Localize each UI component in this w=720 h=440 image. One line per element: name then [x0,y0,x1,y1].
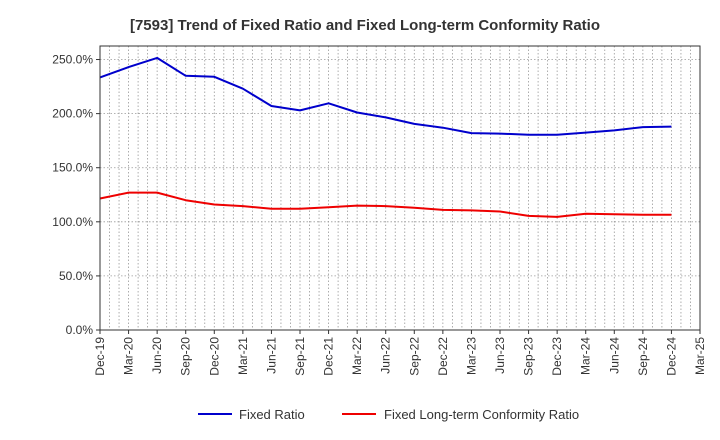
y-tick-label: 250.0% [52,53,93,67]
x-tick-label: Mar-23 [464,337,478,375]
y-tick-label: 100.0% [52,215,93,229]
y-tick-label: 200.0% [52,107,93,121]
x-tick-label: Jun-24 [607,337,621,374]
x-tick-label: Jun-22 [379,337,393,374]
x-tick-label: Dec-19 [93,337,107,376]
y-axis-tick-labels: 0.0% 50.0% 100.0% 150.0% 200.0% 250.0% [52,53,100,337]
legend-label: Fixed Ratio [239,407,305,422]
x-tick-label: Jun-21 [264,337,278,374]
plot-area-border [99,45,701,331]
series-line-fixed-long-term-conformity-ratio [99,191,672,218]
y-tick-label: 50.0% [59,269,93,283]
legend-label: Fixed Long-term Conformity Ratio [384,407,579,422]
legend-item: Fixed Ratio [198,407,305,422]
y-tick-label: 0.0% [66,323,94,337]
x-tick-label: Mar-24 [579,337,593,375]
legend: Fixed Ratio Fixed Long-term Conformity Ra… [198,407,579,422]
data-series [99,56,672,218]
x-tick-label: Mar-25 [693,337,707,375]
x-tick-label: Dec-24 [664,337,678,376]
x-tick-label: Dec-23 [550,337,564,376]
x-tick-label: Dec-20 [207,337,221,376]
x-tick-label: Mar-22 [350,337,364,375]
x-tick-label: Jun-23 [493,337,507,374]
x-tick-label: Mar-20 [122,337,136,375]
x-tick-label: Sep-20 [179,337,193,376]
x-axis-tick-labels: Dec-19 Mar-20 Jun-20 Sep-20 Dec-20 Mar-21 Jun-… [93,330,707,376]
grid-lines [99,46,701,331]
x-tick-label: Sep-23 [522,337,536,376]
series-line-fixed-ratio [99,56,672,136]
x-tick-label: Mar-21 [236,337,250,375]
chart-title: [7593] Trend of Fixed Ratio and Fixed Lo… [130,17,600,34]
x-tick-label: Sep-24 [636,337,650,376]
x-tick-label: Jun-20 [150,337,164,374]
legend-item: Fixed Long-term Conformity Ratio [342,407,579,422]
y-tick-label: 150.0% [52,161,93,175]
x-tick-label: Sep-22 [407,337,421,376]
x-tick-label: Dec-21 [322,337,336,376]
x-tick-label: Sep-21 [293,337,307,376]
x-tick-label: Dec-22 [436,337,450,376]
